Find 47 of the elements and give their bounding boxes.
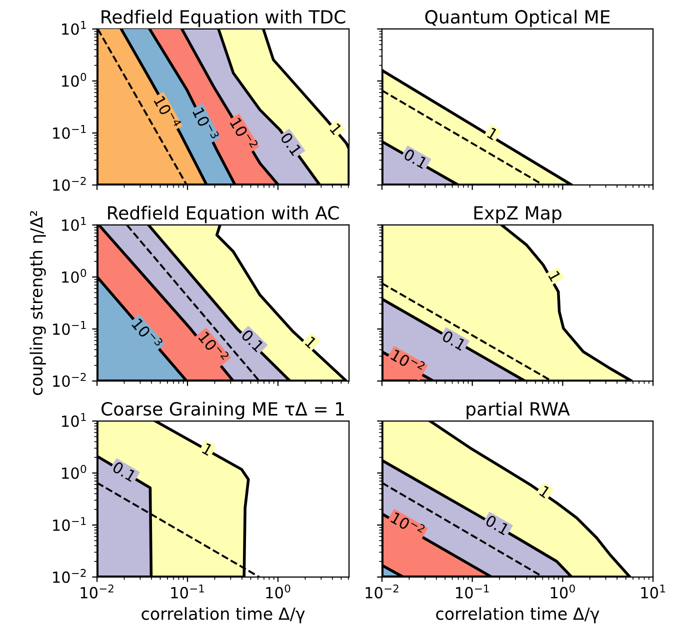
chart-title: ExpZ Map — [474, 206, 562, 224]
annotation: 0.1 — [403, 148, 428, 170]
x-tick-label: 10$^{−2}$ — [366, 584, 398, 598]
y-tick-label: 10$^{−2}$ — [53, 176, 86, 191]
x-tick-label: 10$^{−1}$ — [456, 584, 489, 598]
annotation: 1 — [304, 336, 318, 349]
x-tick-label: 10$^{0}$ — [550, 584, 575, 598]
annotation: 1 — [202, 442, 214, 456]
x-axis-title: correlation time Δ/γ — [142, 607, 305, 624]
annotation: 10$^{−4}$ — [153, 94, 182, 130]
y-axis-title: coupling strength η/Δ² — [30, 211, 46, 396]
annotation: 0.1 — [484, 514, 510, 536]
chart-title: Coarse Graining ME τΔ = 1 — [102, 402, 344, 420]
y-tick-label: 10$^{−2}$ — [53, 568, 86, 583]
x-axis-title: correlation time Δ/γ — [436, 607, 600, 624]
annotation: 10$^{−3}$ — [131, 316, 164, 350]
x-tick-label: 10$^{−2}$ — [80, 584, 114, 598]
annotation: 1 — [486, 127, 498, 140]
x-tick-label: 10$^{−1}$ — [171, 584, 204, 598]
annotation: 10$^{−2}$ — [230, 116, 258, 152]
x-tick-label: 10$^{1}$ — [641, 584, 665, 598]
annotation: 1 — [548, 270, 562, 282]
annotation: 10$^{−2}$ — [390, 346, 426, 376]
x-tick-label: 10$^{0}$ — [266, 584, 290, 598]
y-tick-label: 10$^{1}$ — [62, 413, 86, 427]
annotation: 0.1 — [112, 460, 137, 482]
annotation: 10$^{−2}$ — [198, 330, 230, 364]
y-tick-label: 10$^{−1}$ — [53, 321, 86, 335]
y-tick-label: 10$^{1}$ — [62, 21, 86, 35]
annotation: 1 — [538, 485, 551, 498]
y-tick-label: 10$^{0}$ — [62, 72, 86, 87]
chart-title: Redfield Equation with TDC — [102, 10, 346, 28]
annotation: 10$^{−3}$ — [192, 106, 220, 142]
annotation: 0.1 — [280, 132, 302, 156]
y-tick-label: 10$^{0}$ — [62, 268, 86, 283]
annotation: 1 — [330, 122, 342, 136]
annotation: 0.1 — [240, 328, 264, 352]
y-tick-label: 10$^{0}$ — [62, 464, 86, 479]
annotation: 10$^{−2}$ — [390, 510, 426, 538]
chart-title: partial RWA — [466, 402, 570, 420]
y-tick-label: 10$^{1}$ — [62, 217, 86, 231]
annotation: 0.1 — [442, 330, 466, 351]
chart-title: Quantum Optical ME — [425, 10, 610, 28]
y-tick-label: 10$^{−2}$ — [53, 372, 86, 387]
y-tick-label: 10$^{−1}$ — [53, 125, 86, 139]
chart-title: Redfield Equation with AC — [108, 206, 339, 224]
y-tick-label: 10$^{−1}$ — [53, 517, 86, 531]
